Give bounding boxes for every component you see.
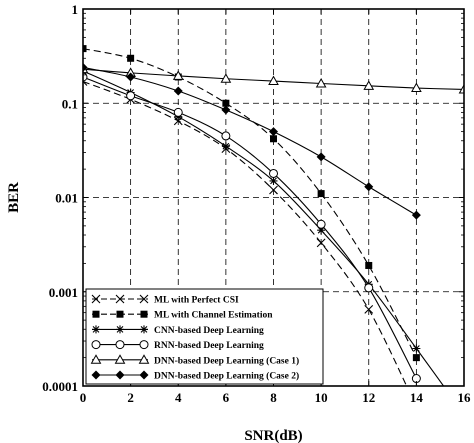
legend-entry: RNN-based Deep Learning bbox=[91, 340, 264, 351]
y-axis-label: BER bbox=[6, 182, 22, 213]
data-point bbox=[222, 99, 230, 107]
legend-marker bbox=[139, 340, 149, 350]
legend-marker bbox=[140, 325, 148, 334]
data-point bbox=[269, 176, 278, 185]
series-4 bbox=[83, 72, 421, 384]
data-point bbox=[316, 152, 326, 162]
data-point bbox=[221, 142, 230, 151]
legend: ML with Perfect CSI ML with Channel Estim… bbox=[85, 288, 324, 385]
y-tick-label: 0.01 bbox=[55, 191, 78, 206]
x-tick-label: 6 bbox=[223, 390, 230, 405]
x-tick-label: 4 bbox=[175, 390, 182, 405]
data-point bbox=[269, 185, 278, 195]
data-point bbox=[127, 54, 135, 62]
data-point bbox=[364, 283, 374, 293]
x-tick-label: 12 bbox=[362, 390, 375, 405]
data-point bbox=[83, 45, 87, 53]
data-point bbox=[126, 91, 136, 101]
data-point bbox=[412, 354, 420, 362]
legend-marker bbox=[92, 310, 100, 318]
legend-label: RNN-based Deep Learning bbox=[154, 341, 264, 351]
legend-marker bbox=[140, 310, 148, 318]
legend-entry: ML with Channel Estimation bbox=[92, 310, 273, 321]
data-point bbox=[269, 168, 278, 178]
legend-box bbox=[85, 288, 324, 385]
x-tick-label: 16 bbox=[458, 390, 472, 405]
data-point bbox=[316, 238, 326, 248]
x-tick-label: 0 bbox=[80, 390, 87, 405]
legend-marker bbox=[115, 340, 125, 350]
legend-marker bbox=[115, 294, 125, 304]
series-group bbox=[83, 45, 464, 386]
data-point bbox=[270, 135, 277, 143]
y-tick-label: 0.0001 bbox=[42, 379, 78, 394]
data-point bbox=[364, 182, 374, 192]
legend-label: DNN-based Deep Learning (Case 1) bbox=[154, 355, 299, 366]
legend-marker bbox=[139, 294, 149, 304]
legend-marker bbox=[115, 370, 125, 380]
data-point bbox=[315, 77, 327, 88]
data-point bbox=[221, 105, 231, 115]
data-point bbox=[220, 73, 232, 83]
data-point bbox=[83, 62, 88, 72]
data-point bbox=[365, 261, 373, 269]
x-tick-label: 8 bbox=[270, 390, 277, 405]
legend-marker bbox=[91, 370, 101, 380]
x-tick-label: 2 bbox=[127, 390, 134, 405]
data-point bbox=[316, 219, 326, 229]
data-point bbox=[172, 70, 184, 80]
data-point bbox=[268, 75, 279, 86]
axis-ticks: 0 2 4 6 8 10 12 14 16 1 0.1 0.01 0.001 0.0001 bbox=[42, 2, 471, 405]
legend-marker bbox=[116, 310, 124, 318]
legend-marker bbox=[90, 354, 102, 364]
legend-entry: CNN-based Deep Learning bbox=[92, 325, 264, 336]
series-line bbox=[83, 66, 417, 216]
legend-label: DNN-based Deep Learning (Case 2) bbox=[154, 371, 299, 382]
legend-entry: ML with Perfect CSI bbox=[91, 294, 239, 306]
legend-marker bbox=[116, 325, 124, 334]
legend-marker bbox=[92, 325, 100, 334]
legend-label: ML with Channel Estimation bbox=[154, 311, 273, 321]
data-point bbox=[411, 82, 422, 93]
y-tick-label: 0.1 bbox=[62, 96, 78, 111]
series-line bbox=[83, 48, 417, 358]
data-point bbox=[411, 210, 421, 220]
x-axis-label: SNR(dB) bbox=[244, 428, 302, 443]
data-point bbox=[269, 127, 278, 137]
data-point bbox=[173, 107, 183, 117]
data-point bbox=[364, 304, 374, 314]
legend-label: ML with Perfect CSI bbox=[154, 296, 239, 306]
legend-entry: DNN-based Deep Learning (Case 2) bbox=[91, 370, 299, 382]
series-6 bbox=[83, 62, 421, 220]
data-point bbox=[126, 72, 136, 82]
data-point bbox=[173, 86, 183, 96]
legend-marker bbox=[138, 354, 150, 364]
data-point bbox=[363, 80, 375, 90]
y-tick-label: 0.001 bbox=[49, 285, 78, 300]
legend-marker bbox=[114, 354, 126, 364]
data-point bbox=[221, 131, 231, 141]
x-tick-label: 10 bbox=[315, 390, 328, 405]
legend-marker bbox=[139, 370, 149, 380]
legend-marker bbox=[91, 294, 101, 304]
data-point bbox=[317, 190, 325, 198]
x-tick-label: 14 bbox=[410, 390, 424, 405]
legend-marker bbox=[91, 340, 101, 350]
legend-entry: DNN-based Deep Learning (Case 1) bbox=[90, 354, 299, 366]
data-point bbox=[317, 226, 326, 235]
data-point bbox=[458, 83, 464, 94]
y-tick-label: 1 bbox=[72, 2, 79, 17]
legend-label: CNN-based Deep Learning bbox=[154, 326, 264, 336]
data-point bbox=[412, 344, 421, 353]
